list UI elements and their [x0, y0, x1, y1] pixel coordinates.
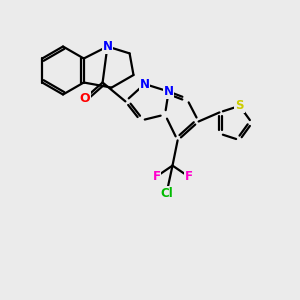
Text: N: N	[164, 85, 174, 98]
Text: O: O	[79, 92, 90, 105]
Text: N: N	[140, 77, 150, 91]
Text: F: F	[153, 170, 160, 183]
Text: Cl: Cl	[160, 187, 173, 200]
Text: N: N	[102, 40, 112, 53]
Text: F: F	[184, 170, 192, 183]
Text: S: S	[235, 99, 244, 112]
